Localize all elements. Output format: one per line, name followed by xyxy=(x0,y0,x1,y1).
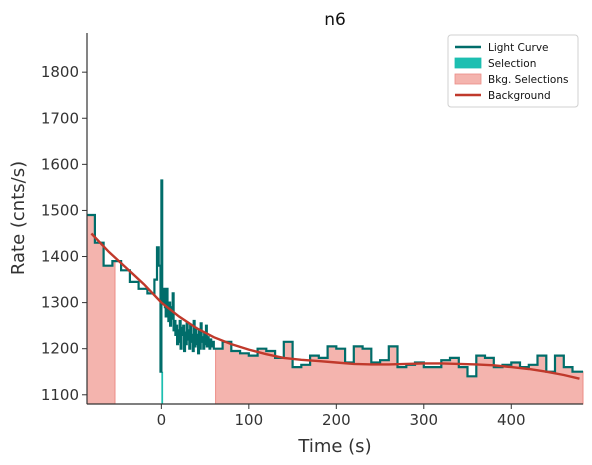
legend-box xyxy=(447,34,579,108)
legend-label: Background xyxy=(488,90,551,102)
selection-region xyxy=(161,371,164,404)
y-tick-label: 1300 xyxy=(41,294,79,312)
y-tick-label: 1800 xyxy=(41,63,79,81)
background-model-line xyxy=(90,232,580,380)
x-tick-label: 100 xyxy=(235,411,264,429)
y-tick-label: 1500 xyxy=(41,201,79,219)
selection-bar xyxy=(161,371,164,404)
chart-title: n6 xyxy=(324,10,346,30)
y-tick-label: 1200 xyxy=(41,340,79,358)
y-tick-label: 1700 xyxy=(41,109,79,127)
light-curve-series xyxy=(87,179,583,378)
legend-swatch-patch xyxy=(454,57,482,69)
x-tick-label: 300 xyxy=(409,411,438,429)
legend: Light Curve Selection Bkg. Selections Backg… xyxy=(447,34,579,108)
y-tick-label: 1100 xyxy=(41,386,79,404)
ticks: 0 100 200 300 400 1100 1200 1300 1400 1500 1600 170… xyxy=(41,63,526,429)
x-tick-label: 0 xyxy=(157,411,167,429)
y-axis-label: Rate (cnts/s) xyxy=(8,161,29,275)
x-tick-label: 400 xyxy=(497,411,526,429)
y-tick-label: 1600 xyxy=(41,155,79,173)
axes xyxy=(86,33,583,405)
x-tick-label: 200 xyxy=(322,411,351,429)
y-tick-label: 1400 xyxy=(41,248,79,266)
series-group xyxy=(87,179,583,380)
x-axis-label: Time (s) xyxy=(297,436,371,457)
legend-label: Bkg. Selections xyxy=(488,74,568,86)
legend-swatch-patch xyxy=(454,73,482,85)
legend-label: Light Curve xyxy=(488,42,549,54)
legend-label: Selection xyxy=(488,58,536,70)
